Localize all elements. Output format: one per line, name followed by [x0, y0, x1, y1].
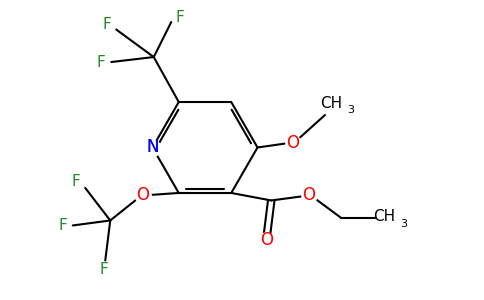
Text: N: N: [146, 139, 159, 157]
Text: F: F: [103, 17, 112, 32]
Text: F: F: [72, 175, 81, 190]
Text: 3: 3: [348, 105, 354, 115]
Text: N: N: [146, 139, 159, 157]
Text: O: O: [260, 232, 273, 250]
Text: CH: CH: [320, 97, 342, 112]
Text: F: F: [59, 218, 67, 233]
Text: 3: 3: [400, 219, 407, 229]
Text: F: F: [100, 262, 108, 277]
Text: O: O: [302, 187, 315, 205]
Text: O: O: [286, 134, 299, 152]
Text: F: F: [176, 10, 184, 25]
Text: F: F: [97, 55, 106, 70]
Text: O: O: [136, 187, 149, 205]
Text: CH: CH: [373, 209, 395, 224]
